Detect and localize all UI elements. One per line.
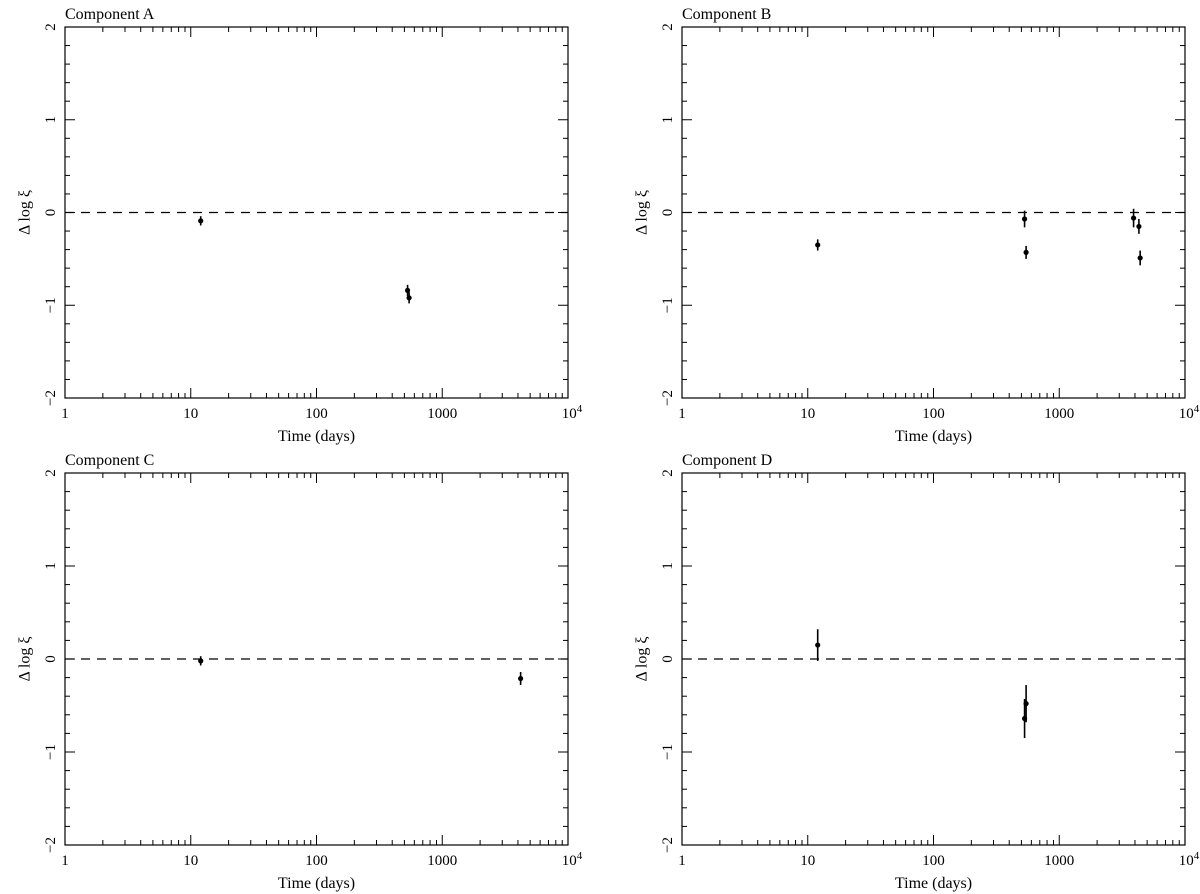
x-tick-label: 100 (305, 406, 328, 422)
data-point (1021, 216, 1028, 222)
data-point (198, 658, 204, 664)
data-point (404, 287, 411, 294)
x-tick-label: 100 (922, 853, 945, 869)
panel-title: Component D (682, 452, 772, 469)
y-tick-label: 0 (660, 655, 676, 663)
x-tick-label: 10 (183, 853, 198, 869)
x-tick-label: 1000 (427, 406, 457, 422)
y-tick-label: 2 (43, 469, 59, 477)
y-tick-label: 2 (43, 23, 59, 31)
data-point (815, 242, 821, 248)
chart-panel: 1 10 100 1000 104 −2 −1 0 1 2 Component A Time (day… (17, 6, 583, 445)
y-tick-label: 0 (43, 655, 59, 663)
x-axis-label: Time (days) (895, 875, 972, 892)
x-axis-label: Time (days) (278, 875, 355, 892)
x-tick-label: 1000 (1044, 853, 1074, 869)
plot-frame (681, 472, 1186, 846)
x-tick-label: 100 (305, 853, 328, 869)
y-tick-label: 2 (660, 23, 676, 31)
y-tick-label: −1 (43, 297, 59, 313)
y-tick-label: 1 (660, 116, 676, 124)
data-point (1130, 215, 1137, 221)
x-tick-label: 1 (678, 406, 686, 422)
x-tick-label: 1000 (427, 853, 457, 869)
y-tick-label: 0 (660, 209, 676, 217)
y-axis-label: Δ log ξ (17, 190, 34, 235)
y-tick-label: −1 (660, 744, 676, 760)
plot-frame (64, 26, 569, 399)
y-tick-label: 2 (660, 469, 676, 477)
y-tick-label: −2 (660, 390, 676, 406)
y-tick-label: −1 (43, 744, 59, 760)
x-tick-label: 104 (1179, 403, 1200, 422)
chart-panel: 1 10 100 1000 104 −2 −1 0 1 2 Component D Time (day… (634, 452, 1200, 892)
panel-title: Component C (65, 452, 154, 469)
chart-panel: 1 10 100 1000 104 −2 −1 0 1 2 Component B Time (day… (634, 6, 1200, 445)
x-tick-label: 10 (800, 853, 815, 869)
data-point (1137, 255, 1143, 261)
data-point (1023, 249, 1029, 255)
data-point (815, 642, 821, 648)
x-tick-label: 104 (562, 403, 583, 422)
y-tick-label: −2 (43, 837, 59, 853)
x-axis-label: Time (days) (895, 428, 972, 445)
plot-frame (681, 26, 1186, 399)
y-tick-label: −2 (43, 390, 59, 406)
data-point (198, 218, 204, 224)
panel-title: Component A (65, 6, 155, 23)
chart-panel: 1 10 100 1000 104 −2 −1 0 1 2 Component C Time (day… (17, 452, 583, 892)
y-axis-label: Δ log ξ (634, 190, 651, 235)
y-axis-label: Δ log ξ (17, 637, 34, 682)
y-tick-label: 1 (43, 562, 59, 570)
plot-frame (64, 472, 569, 846)
x-tick-label: 104 (1179, 850, 1200, 869)
x-tick-label: 10 (800, 406, 815, 422)
x-tick-label: 104 (562, 850, 583, 869)
x-tick-label: 100 (922, 406, 945, 422)
y-tick-label: 0 (43, 209, 59, 217)
data-point (1023, 701, 1029, 707)
data-point (406, 295, 412, 301)
x-tick-label: 1000 (1044, 406, 1074, 422)
x-tick-label: 1 (61, 406, 69, 422)
panel-title: Component B (682, 6, 771, 23)
y-tick-label: 1 (43, 116, 59, 124)
x-tick-label: 10 (183, 406, 198, 422)
data-point (1136, 223, 1142, 230)
y-axis-label: Δ log ξ (634, 637, 651, 682)
y-tick-label: 1 (660, 562, 676, 570)
y-tick-label: −2 (660, 837, 676, 853)
x-tick-label: 1 (678, 853, 686, 869)
data-point (518, 675, 524, 682)
y-tick-label: −1 (660, 297, 676, 313)
x-axis-label: Time (days) (278, 428, 355, 445)
x-tick-label: 1 (61, 853, 69, 869)
